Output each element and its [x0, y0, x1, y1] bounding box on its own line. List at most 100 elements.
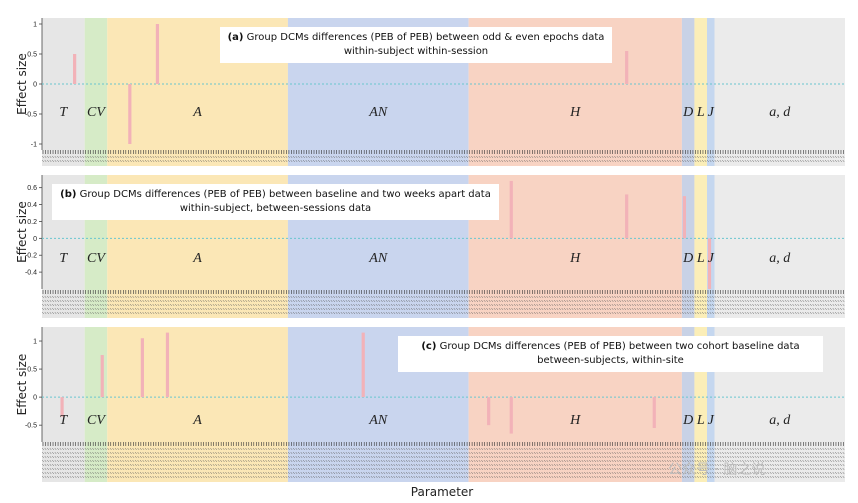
- x-tick-glyph: [789, 307, 792, 311]
- x-tick-glyph: [551, 159, 554, 163]
- x-tick-glyph: [553, 303, 556, 307]
- x-tick-glyph: [699, 295, 702, 299]
- x-tick-glyph: [483, 155, 486, 159]
- x-tick-glyph: [448, 467, 451, 471]
- x-tick-glyph: [586, 299, 589, 303]
- x-tick-glyph: [696, 159, 699, 163]
- x-tick-glyph: [232, 475, 235, 479]
- x-tick-glyph: [466, 303, 469, 307]
- x-tick-glyph: [804, 303, 807, 307]
- x-tick-glyph: [644, 303, 647, 307]
- x-tick-glyph: [318, 451, 321, 455]
- x-tick-glyph: [297, 455, 300, 459]
- x-tick-glyph: [190, 459, 193, 463]
- x-tick-glyph: [767, 159, 770, 163]
- x-tick-glyph: [159, 159, 162, 163]
- x-tick-glyph: [197, 447, 200, 451]
- x-tick-glyph: [666, 159, 669, 163]
- x-tick-glyph: [277, 455, 280, 459]
- x-tick-glyph: [182, 471, 185, 475]
- x-tick-glyph: [210, 303, 213, 307]
- x-tick-glyph: [486, 467, 489, 471]
- x-tick-glyph: [175, 455, 177, 459]
- x-tick-glyph: [252, 159, 255, 163]
- x-tick-glyph: [448, 159, 451, 163]
- x-tick-glyph: [493, 475, 496, 479]
- x-tick-glyph: [390, 459, 393, 463]
- x-tick-glyph: [443, 451, 446, 455]
- x-tick-glyph: [345, 455, 348, 459]
- x-tick-glyph: [824, 303, 827, 307]
- x-tick-glyph: [556, 467, 559, 471]
- x-tick-glyph: [799, 159, 802, 163]
- x-tick-glyph: [230, 311, 233, 315]
- x-tick-glyph: [636, 307, 639, 311]
- x-tick-glyph: [651, 155, 654, 159]
- x-tick-glyph: [79, 295, 82, 299]
- x-tick-glyph: [47, 307, 49, 311]
- x-tick-glyph: [247, 451, 250, 455]
- x-tick-glyph: [639, 299, 642, 303]
- x-tick-glyph: [195, 447, 198, 451]
- x-tick-glyph: [267, 467, 270, 471]
- x-tick-glyph: [350, 459, 353, 463]
- x-tick-glyph: [275, 295, 278, 299]
- x-tick-glyph: [64, 475, 67, 479]
- x-tick-glyph: [375, 471, 378, 475]
- x-tick-glyph: [52, 463, 55, 467]
- x-tick-glyph: [413, 475, 416, 479]
- x-tick-glyph: [49, 459, 52, 463]
- x-tick-glyph: [415, 475, 418, 479]
- x-tick-glyph: [368, 467, 371, 471]
- x-tick-glyph: [87, 475, 90, 479]
- x-tick-glyph: [639, 295, 642, 299]
- x-tick-glyph: [54, 459, 57, 463]
- x-tick-glyph: [571, 159, 574, 163]
- x-tick-glyph: [49, 307, 52, 311]
- x-tick-glyph: [574, 307, 576, 311]
- x-tick-glyph: [295, 467, 298, 471]
- x-tick-glyph: [87, 463, 90, 467]
- x-tick-glyph: [107, 451, 110, 455]
- x-tick-glyph: [107, 467, 110, 471]
- x-tick-glyph: [425, 311, 428, 315]
- x-tick-glyph: [827, 295, 830, 299]
- x-tick-glyph: [488, 311, 491, 315]
- x-tick-glyph: [481, 475, 484, 479]
- x-tick-glyph: [390, 447, 393, 451]
- x-tick-glyph: [606, 295, 609, 299]
- x-tick-glyph: [305, 475, 308, 479]
- x-tick-glyph: [370, 307, 373, 311]
- x-tick-glyph: [109, 475, 112, 479]
- x-tick-glyph: [654, 307, 657, 311]
- x-tick-glyph: [159, 463, 162, 467]
- x-tick-glyph: [777, 155, 780, 159]
- x-tick-glyph: [704, 307, 707, 311]
- x-tick-glyph: [606, 311, 609, 315]
- x-tick-glyph: [74, 295, 77, 299]
- x-tick-glyph: [275, 155, 278, 159]
- x-tick-glyph: [250, 451, 253, 455]
- x-tick-glyph: [345, 463, 348, 467]
- x-tick-glyph: [147, 455, 150, 459]
- x-tick-glyph: [599, 467, 602, 471]
- x-tick-glyph: [410, 447, 413, 451]
- x-tick-glyph: [59, 455, 62, 459]
- x-tick-glyph: [129, 471, 132, 475]
- x-tick-glyph: [558, 311, 561, 315]
- x-tick-glyph: [395, 155, 398, 159]
- x-tick-glyph: [461, 467, 464, 471]
- x-tick-glyph: [734, 295, 737, 299]
- x-tick-glyph: [767, 307, 770, 311]
- x-tick-glyph: [202, 303, 205, 307]
- x-tick-glyph: [802, 155, 805, 159]
- x-tick-glyph: [139, 471, 142, 475]
- x-tick-glyph: [471, 299, 474, 303]
- x-tick-glyph: [390, 455, 393, 459]
- x-tick-glyph: [420, 307, 423, 311]
- x-tick-glyph: [579, 155, 581, 159]
- x-tick-glyph: [548, 299, 551, 303]
- x-tick-glyph: [398, 311, 401, 315]
- x-tick-glyph: [784, 303, 787, 307]
- x-tick-glyph: [395, 447, 398, 451]
